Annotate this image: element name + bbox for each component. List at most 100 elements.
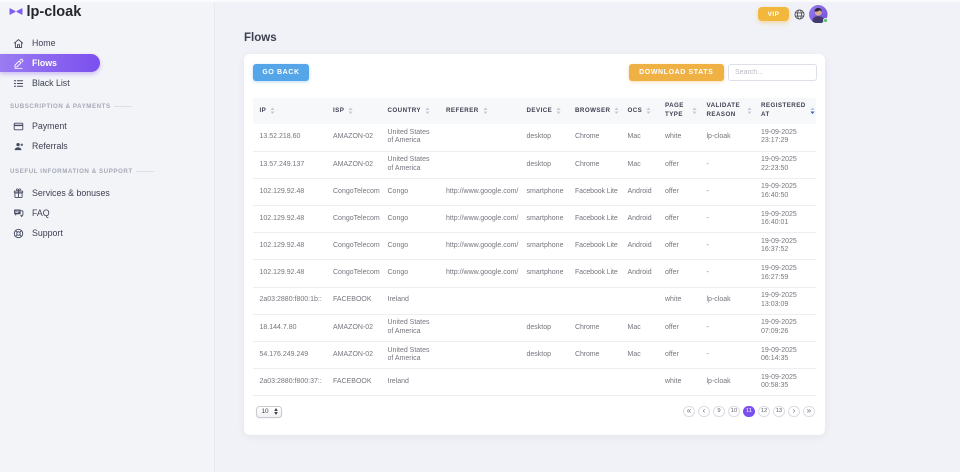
cell-registered_at: 19-09-2025 00:58:35 xyxy=(754,368,816,397)
sidebar-item-black-list[interactable]: Black List xyxy=(0,73,215,93)
pagination-prev-button[interactable]: ‹ xyxy=(698,406,710,418)
sort-icon[interactable] xyxy=(425,107,430,115)
online-status-dot xyxy=(822,17,828,23)
sort-icon[interactable] xyxy=(270,107,275,115)
cell-ocs: Android xyxy=(621,259,659,288)
page-title: Flows xyxy=(244,32,277,44)
column-header-device[interactable]: DEVICE xyxy=(520,97,569,124)
main-content: Flows GO BACK DOWNLOAD STATS IP ISP COUN… xyxy=(215,0,960,472)
cell-browser: Chrome xyxy=(568,151,621,179)
vip-button[interactable]: VIP xyxy=(758,6,789,22)
column-header-validate_reason[interactable]: VALIDATE REASON xyxy=(700,97,755,124)
sidebar-item-referrals[interactable]: Referrals xyxy=(0,136,215,156)
flows-card: GO BACK DOWNLOAD STATS IP ISP COUNTRY RE… xyxy=(244,53,825,435)
cell-device xyxy=(520,368,569,397)
cell-page_type: offer xyxy=(658,314,700,343)
cell-registered_at: 19-09-2025 16:27:59 xyxy=(754,259,816,288)
referrals-icon xyxy=(13,141,24,152)
column-header-ocs[interactable]: OCS xyxy=(621,97,659,124)
sidebar-item-payment[interactable]: Payment xyxy=(0,116,215,136)
cell-ip: 54.176.249.249 xyxy=(253,341,327,370)
sidebar-item-services-and-bonuses[interactable]: Services & bonuses xyxy=(0,183,215,203)
user-avatar[interactable] xyxy=(809,4,828,24)
cell-ocs: Android xyxy=(621,232,659,261)
sort-icon[interactable] xyxy=(692,107,697,115)
table-row[interactable]: 102.129.92.48 CongoTelecom Congo http://www… xyxy=(253,232,816,261)
sidebar-item-home[interactable]: Home xyxy=(0,33,215,53)
sidebar-item-faq[interactable]: FAQ xyxy=(0,203,215,223)
sort-icon[interactable] xyxy=(810,107,815,115)
pagination-last-button[interactable]: » xyxy=(803,406,815,418)
table-row[interactable]: 18.144.7.80 AMAZON-02 United States of Ame… xyxy=(253,314,816,343)
sort-icon[interactable] xyxy=(556,107,561,115)
table-row[interactable]: 102.129.92.48 CongoTelecom Congo http://www… xyxy=(253,178,816,207)
sidebar-item-flows[interactable]: Flows xyxy=(0,54,100,72)
brand[interactable]: lp-cloak xyxy=(0,0,214,23)
column-header-browser[interactable]: BROWSER xyxy=(568,97,621,124)
column-header-registered_at[interactable]: REGISTERED AT xyxy=(754,97,816,124)
search-input[interactable] xyxy=(728,63,817,81)
page-size-select[interactable]: 10 xyxy=(255,406,282,418)
sidebar-item-label: Payment xyxy=(32,121,67,131)
column-header-country[interactable]: COUNTRY xyxy=(381,97,440,124)
cell-ip: 102.129.92.48 xyxy=(253,259,327,288)
cell-referer: http://www.google.com/ xyxy=(439,259,520,288)
sort-icon[interactable] xyxy=(483,107,488,115)
cell-device: smartphone xyxy=(520,205,569,234)
table-row[interactable]: 2a03:2880:f800:1b:: FACEBOOK Ireland white l… xyxy=(253,287,816,315)
cell-country: Congo xyxy=(381,205,440,234)
payment-icon xyxy=(13,121,24,132)
cell-country: United States of America xyxy=(381,314,440,343)
cell-ocs: Mac xyxy=(621,151,659,179)
language-globe-icon[interactable] xyxy=(794,8,805,20)
sort-icon[interactable] xyxy=(646,107,651,115)
cell-referer xyxy=(439,341,520,370)
column-header-page_type[interactable]: PAGE TYPE xyxy=(658,97,700,124)
lp-cloak-logo-icon xyxy=(9,5,23,18)
cell-ocs: Mac xyxy=(621,124,659,152)
table-row[interactable]: 13.57.249.137 AMAZON-02 United States of A… xyxy=(253,151,816,179)
table-row[interactable]: 13.52.218.60 AMAZON-02 United States of Am… xyxy=(253,124,816,152)
sidebar-item-label: Flows xyxy=(32,58,57,68)
sidebar-item-support[interactable]: Support xyxy=(0,223,215,243)
column-header-isp[interactable]: ISP xyxy=(326,97,381,124)
pagination-page-13-button[interactable]: 13 xyxy=(773,406,785,418)
pagination-page-11-button[interactable]: 11 xyxy=(743,406,755,418)
pagination-first-button[interactable]: « xyxy=(683,406,695,418)
pagination-next-button[interactable]: › xyxy=(788,406,800,418)
cell-isp: AMAZON-02 xyxy=(326,314,381,343)
cell-country: Ireland xyxy=(381,368,440,397)
cell-device: smartphone xyxy=(520,259,569,288)
cell-ip: 102.129.92.48 xyxy=(253,178,327,207)
pagination-page-12-button[interactable]: 12 xyxy=(758,406,770,418)
sort-icon[interactable] xyxy=(348,107,353,115)
cell-referer xyxy=(439,368,520,397)
faq-icon xyxy=(13,208,24,219)
sort-icon[interactable] xyxy=(614,107,619,115)
cell-ip: 13.57.249.137 xyxy=(253,151,327,179)
column-header-referer[interactable]: REFERER xyxy=(439,97,520,124)
table-row[interactable]: 102.129.92.48 CongoTelecom Congo http://www… xyxy=(253,259,816,288)
cell-validate_reason: - xyxy=(700,178,755,207)
download-stats-button[interactable]: DOWNLOAD STATS xyxy=(629,63,724,81)
cell-device: desktop xyxy=(520,314,569,343)
cell-page_type: white xyxy=(658,368,700,397)
cell-referer xyxy=(439,151,520,179)
support-icon xyxy=(13,228,24,239)
cell-browser xyxy=(568,368,621,397)
sort-icon[interactable] xyxy=(747,107,752,115)
cell-isp: FACEBOOK xyxy=(326,287,381,315)
sidebar-item-label: Home xyxy=(32,38,56,48)
go-back-button[interactable]: GO BACK xyxy=(253,63,309,81)
topbar-actions: VIP xyxy=(758,0,828,28)
table-row[interactable]: 54.176.249.249 AMAZON-02 United States of … xyxy=(253,341,816,370)
cell-validate_reason: - xyxy=(700,205,755,234)
table-row[interactable]: 2a03:2880:f800:37:: FACEBOOK Ireland white l… xyxy=(253,368,816,397)
cell-device: smartphone xyxy=(520,232,569,261)
column-header-ip[interactable]: IP xyxy=(253,97,327,124)
cell-referer: http://www.google.com/ xyxy=(439,205,520,234)
pagination-page-10-button[interactable]: 10 xyxy=(728,406,740,418)
pagination-page-9-button[interactable]: 9 xyxy=(713,406,725,418)
table-row[interactable]: 102.129.92.48 CongoTelecom Congo http://www… xyxy=(253,205,816,234)
cell-country: Congo xyxy=(381,178,440,207)
